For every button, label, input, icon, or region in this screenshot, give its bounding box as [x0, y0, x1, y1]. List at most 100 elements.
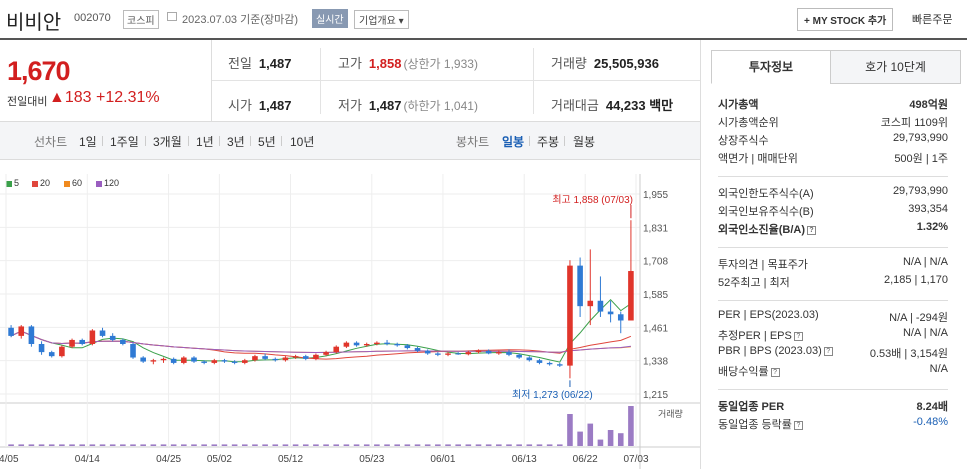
info-row: 시가총액 498억원: [718, 96, 948, 112]
candle-body: [120, 339, 126, 344]
candlestick-chart[interactable]: 1,955 1,831 1,708 1,585 1,461 1,338 1,215 04/05…: [0, 174, 700, 469]
volume-bar: [28, 444, 35, 446]
x-tick-label: 05/23: [359, 454, 384, 465]
help-icon[interactable]: ?: [793, 420, 803, 430]
help-icon[interactable]: ?: [823, 346, 833, 356]
tab-3month[interactable]: 3개월: [153, 135, 182, 149]
change-label: 전일대비: [7, 96, 48, 108]
x-tick-label: 05/12: [278, 454, 303, 465]
candle-body: [414, 348, 421, 351]
candle-body: [18, 326, 25, 336]
tab-1week[interactable]: 1주일: [110, 135, 139, 149]
help-icon[interactable]: ?: [770, 367, 780, 377]
volume-bar: [120, 444, 126, 446]
volume-bar: [191, 444, 197, 446]
quick-order-button[interactable]: 빠른주문: [912, 14, 953, 26]
info-row: 투자의견 | 목표주가 N/A | N/A: [718, 256, 948, 272]
volume-bar: [546, 444, 553, 446]
help-icon[interactable]: ?: [793, 331, 803, 341]
candle-body: [353, 342, 360, 346]
volume-bar: [38, 444, 45, 446]
volume-bar: [99, 444, 106, 446]
candle-body: [48, 352, 55, 357]
company-info-dropdown[interactable]: 기업개요 ▾: [354, 10, 409, 29]
candle-body: [231, 361, 238, 363]
info-row: 액면가 | 매매단위 500원 | 1주: [718, 150, 948, 166]
change-value: ▲183: [49, 89, 92, 106]
info-row-value: 코스피 1109위: [880, 117, 948, 129]
candle-body: [292, 356, 299, 358]
info-row-label: 추정PER | EPS?: [718, 327, 803, 343]
candle-body: [313, 354, 319, 359]
info-row-value: 1.32%: [916, 221, 948, 233]
tab-3year[interactable]: 3년: [227, 135, 245, 149]
stock-name: 비비안: [6, 12, 62, 34]
high-note: 최고 1,858 (07/03): [552, 194, 633, 206]
candle-body: [79, 339, 86, 344]
y-tick-label: 1,708: [643, 257, 668, 268]
volume-bar: [252, 444, 258, 446]
volume-bar: [506, 444, 512, 446]
candle-body: [506, 352, 512, 355]
candle-body: [191, 357, 197, 362]
stat-amount: 거래대금 44,233 백만: [551, 98, 674, 113]
info-row-label: 52주최고 | 최저: [718, 277, 790, 289]
info-row-value: N/A | N/A: [902, 327, 948, 339]
info-row-value: 498억원: [909, 99, 948, 111]
candle-body: [607, 311, 614, 315]
info-row-value: 8.24배: [916, 401, 948, 413]
volume-bar: [221, 444, 228, 446]
volume-bar: [170, 444, 177, 446]
candle-body: [69, 339, 75, 347]
info-row-value: 393,354: [908, 203, 948, 215]
tab-1day[interactable]: 1일: [79, 135, 97, 149]
info-row-value: -0.48%: [913, 416, 948, 428]
candle-body: [343, 342, 350, 347]
candle-body: [181, 357, 187, 363]
candle-body: [455, 353, 461, 355]
calendar-icon: [167, 12, 177, 21]
candle-body: [130, 344, 136, 358]
volume-bar: [292, 444, 299, 446]
volume-bar: [333, 444, 340, 446]
invest-info-panel: 투자정보 호가 10단계 시가총액 498억원 시가총액순위 코스피 1109위 상장주…: [700, 40, 967, 469]
volume-bar: [48, 444, 55, 446]
candle-body: [8, 327, 14, 336]
volume-bar: [69, 444, 75, 446]
candle-body: [140, 357, 146, 362]
tab-5year[interactable]: 5년: [258, 135, 276, 149]
tab-daily[interactable]: 일봉: [502, 135, 525, 149]
info-row-label: 동일업종 등락률?: [718, 416, 803, 432]
info-row-label: 투자의견 | 목표주가: [718, 259, 808, 271]
info-row-value: N/A | -294원: [889, 312, 948, 324]
tab-1year[interactable]: 1년: [196, 135, 214, 149]
tab-monthly[interactable]: 월봉: [573, 135, 596, 149]
candle-body: [99, 330, 106, 336]
candle-body: [536, 360, 543, 363]
realtime-button[interactable]: 실시간: [312, 9, 348, 28]
candle-body: [323, 352, 329, 355]
tab-invest-info[interactable]: 투자정보: [711, 50, 831, 84]
my-stock-add-button[interactable]: + MY STOCK 추가: [797, 8, 894, 31]
tab-weekly[interactable]: 주봉: [537, 135, 560, 149]
volume-bar: [567, 414, 573, 446]
y-tick-label: 1,215: [643, 390, 668, 401]
info-row: 상장주식수 29,793,990: [718, 132, 948, 148]
volume-bar: [394, 444, 401, 446]
volume-bar: [516, 444, 522, 446]
candle-body: [170, 358, 177, 363]
y-tick-label: 1,461: [643, 323, 668, 334]
stat-low: 저가 1,487 (하한가 1,041): [338, 98, 478, 113]
info-row-label: PBR | BPS (2023.03)?: [718, 345, 833, 357]
volume-bar: [617, 433, 624, 446]
candle-body: [516, 354, 522, 358]
tab-quote-10[interactable]: 호가 10단계: [830, 50, 961, 84]
volume-bar: [160, 444, 167, 446]
chart-tab-bar: 선차트 1일 1주일 3개월 1년 3년 5년 10년 봉차트 일봉 주봉 월봉: [0, 121, 700, 160]
tab-10year[interactable]: 10년: [290, 135, 315, 149]
candle-body: [404, 345, 411, 349]
volume-bar: [556, 444, 563, 446]
candle-body: [546, 362, 553, 365]
help-icon[interactable]: ?: [807, 225, 816, 235]
info-row: 추정PER | EPS? N/A | N/A: [718, 327, 948, 343]
